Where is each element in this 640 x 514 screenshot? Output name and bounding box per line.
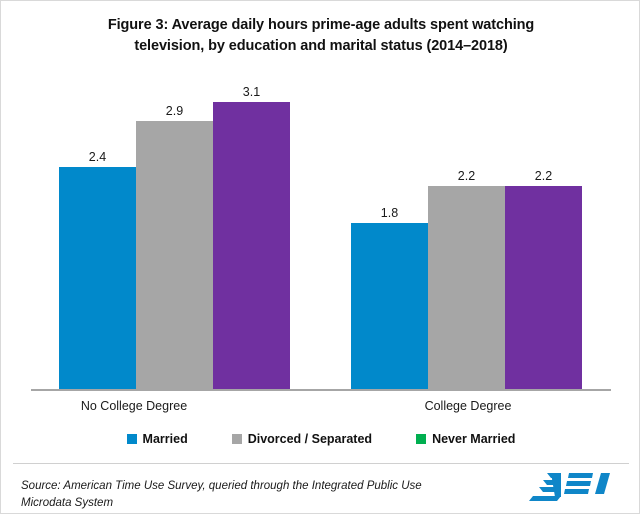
legend-label: Never Married bbox=[432, 432, 516, 446]
chart-title-line-2: television, by education and marital sta… bbox=[134, 38, 508, 55]
chart-title: Figure 3: Average daily hours prime-age … bbox=[41, 15, 601, 58]
legend-label: Divorced / Separated bbox=[247, 432, 373, 446]
bar: 2.9 bbox=[136, 104, 213, 390]
legend-swatch bbox=[231, 434, 242, 444]
bar-value-label: 2.4 bbox=[88, 150, 107, 165]
source-note: Source: American Time Use Survey, querie… bbox=[21, 480, 422, 509]
bar: 2.2 bbox=[505, 169, 582, 390]
bar: 2.2 bbox=[428, 169, 505, 390]
legend-swatch bbox=[416, 434, 427, 444]
legend-item[interactable]: Married bbox=[126, 432, 188, 446]
plot-area: 2.4 2.9 3.1 1.8 2.2 2.2 bbox=[31, 85, 611, 390]
bar-value-label: 2.2 bbox=[534, 168, 553, 183]
bar-value-label: 2.9 bbox=[165, 103, 184, 118]
chart-legend: Married Divorced / Separated Never Married bbox=[1, 432, 639, 446]
x-axis-line bbox=[31, 389, 611, 391]
bar-value-label: 3.1 bbox=[242, 85, 261, 100]
legend-item[interactable]: Divorced / Separated bbox=[231, 432, 373, 446]
x-axis-label-no-college-degree: No College Degree bbox=[80, 399, 188, 413]
bar: 1.8 bbox=[351, 206, 428, 390]
bar: 2.4 bbox=[59, 150, 136, 390]
legend-item[interactable]: Never Married bbox=[416, 432, 515, 446]
chart-title-line-1: Figure 3: Average daily hours prime-age … bbox=[107, 17, 535, 33]
aei-logo bbox=[521, 469, 617, 503]
bar-value-label: 1.8 bbox=[380, 205, 399, 220]
legend-label: Married bbox=[142, 432, 188, 446]
footer-divider bbox=[13, 463, 629, 464]
legend-swatch bbox=[126, 434, 137, 444]
bar-value-label: 2.2 bbox=[457, 168, 476, 183]
bar: 3.1 bbox=[213, 85, 290, 390]
x-axis-label-college-degree: College Degree bbox=[424, 399, 512, 413]
